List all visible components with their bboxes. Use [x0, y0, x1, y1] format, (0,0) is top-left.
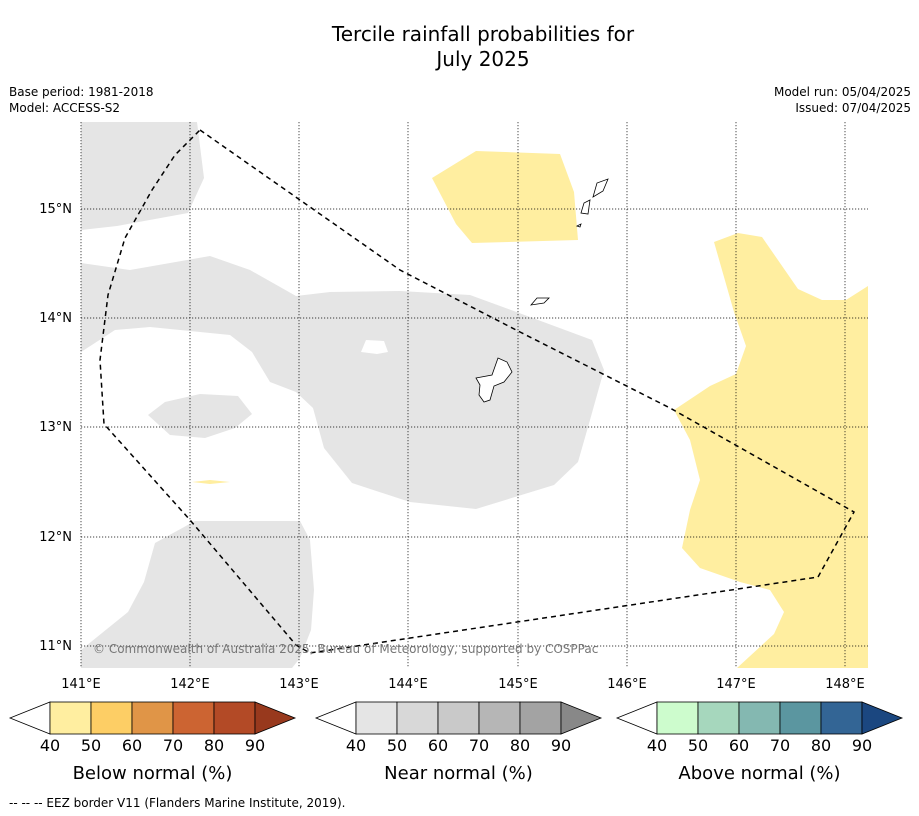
legend-1-left-arrow: [8, 701, 51, 735]
island-rota: [529, 297, 550, 306]
legend-2: 40 50 60 70 80 90 Near normal (%): [314, 701, 603, 784]
lat-tick-labels: 15°N 14°N 13°N 12°N 11°N: [39, 202, 72, 654]
legend-3-tick-90: 90: [852, 736, 872, 755]
near-normal-hole: [361, 340, 388, 354]
legend-1-tick-70: 70: [163, 736, 183, 755]
legend-3-segment-3: [738, 701, 781, 735]
legend-1-tick-40: 40: [40, 736, 60, 755]
probability-shading: [81, 122, 868, 668]
legend-2-right-arrow: [560, 701, 603, 735]
legend-3-right-arrow: [861, 701, 904, 735]
legend-3-tick-40: 40: [647, 736, 667, 755]
legend-2-segment-4: [478, 701, 521, 735]
legend-3: 40 50 60 70 80 90 Above normal (%): [615, 701, 904, 784]
lon-tick-142: 142°E: [170, 677, 210, 692]
legend-2-left-arrow: [314, 701, 357, 735]
eez-border: [99, 129, 856, 654]
chart-title: Tercile rainfall probabilities for July …: [0, 22, 919, 72]
near-normal-region-southwest-b: [148, 394, 252, 438]
model-text: Model: ACCESS-S2: [9, 101, 121, 115]
legend-3-left-arrow: [615, 701, 658, 735]
legend-3-tick-60: 60: [729, 736, 749, 755]
meta-left: Base period: 1981-2018 Model: ACCESS-S2: [9, 84, 154, 116]
issued-text: Issued: 07/04/2025: [795, 101, 911, 115]
legend-3-tick-80: 80: [811, 736, 831, 755]
lon-tick-145: 145°E: [498, 677, 538, 692]
legend-2-segment-5: [519, 701, 562, 735]
copyright-text: © Commonwealth of Australia 2025, Bureau…: [93, 642, 598, 656]
legend-2-tick-90: 90: [551, 736, 571, 755]
legend-1-right-arrow: [254, 701, 297, 735]
lat-tick-11: 11°N: [39, 639, 72, 654]
legend-3-segment-5: [820, 701, 863, 735]
legend-3-label: Above normal (%): [678, 763, 840, 784]
island-tinian: [580, 199, 591, 215]
below-normal-region-east: [674, 233, 868, 668]
legend-1-segment-3: [131, 701, 174, 735]
legend-1-tick-50: 50: [81, 736, 101, 755]
island-guam: [475, 357, 513, 403]
legend-1-segment-4: [172, 701, 215, 735]
gridlines: [80, 122, 868, 668]
meta-right: Model run: 05/04/2025 Issued: 07/04/2025: [774, 84, 911, 116]
legend-1: 40 50 60 70 80 90 Below normal (%): [8, 701, 297, 784]
legend-2-label: Near normal (%): [384, 763, 533, 784]
legend-2-tick-40: 40: [346, 736, 366, 755]
lon-tick-148: 148°E: [825, 677, 865, 692]
below-normal-region-north: [432, 151, 578, 243]
legend-3-segment-1: [656, 701, 699, 735]
legend-1-segment-2: [90, 701, 133, 735]
eez-footnote: -- -- -- EEZ border V11 (Flanders Marine…: [9, 796, 346, 810]
near-normal-region-central: [81, 256, 604, 509]
legend-3-tick-70: 70: [770, 736, 790, 755]
legend-3-segment-2: [697, 701, 740, 735]
legend-1-tick-60: 60: [122, 736, 142, 755]
legend-1-tick-90: 90: [245, 736, 265, 755]
lon-tick-141: 141°E: [61, 677, 101, 692]
legend-3-tick-50: 50: [688, 736, 708, 755]
base-period-text: Base period: 1981-2018: [9, 85, 154, 99]
lat-tick-15: 15°N: [39, 202, 72, 217]
colorbar-legends: 40 50 60 70 80 90 Below normal (%) 40 50 60 70 80 90…: [8, 701, 904, 784]
legend-2-tick-60: 60: [428, 736, 448, 755]
lon-tick-143: 143°E: [279, 677, 319, 692]
legend-2-segment-2: [396, 701, 439, 735]
legend-2-tick-70: 70: [469, 736, 489, 755]
legend-2-segment-3: [437, 701, 480, 735]
lat-tick-13: 13°N: [39, 420, 72, 435]
below-normal-regions: [192, 151, 868, 668]
legend-1-tick-80: 80: [204, 736, 224, 755]
legend-3-segment-4: [779, 701, 822, 735]
title-line-2: July 2025: [436, 47, 530, 71]
lon-tick-144: 144°E: [388, 677, 428, 692]
legend-1-label: Below normal (%): [73, 763, 233, 784]
island-aguijan: [575, 223, 582, 228]
lon-tick-147: 147°E: [716, 677, 756, 692]
island-outlines: [475, 178, 609, 403]
legend-1-segment-5: [213, 701, 256, 735]
legend-2-tick-50: 50: [387, 736, 407, 755]
lat-tick-12: 12°N: [39, 530, 72, 545]
lat-tick-14: 14°N: [39, 311, 72, 326]
legend-2-segment-1: [355, 701, 398, 735]
legend-2-tick-80: 80: [510, 736, 530, 755]
legend-1-segment-1: [49, 701, 92, 735]
near-normal-region-southwest-a: [81, 521, 314, 668]
title-line-1: Tercile rainfall probabilities for: [331, 22, 635, 46]
model-run-text: Model run: 05/04/2025: [773, 85, 911, 99]
lon-tick-146: 146°E: [607, 677, 647, 692]
near-normal-regions: [81, 122, 604, 668]
island-saipan: [592, 178, 609, 198]
near-normal-region-northwest: [81, 122, 204, 230]
lon-tick-labels: 141°E 142°E 143°E 144°E 145°E 146°E 147°…: [61, 677, 865, 692]
below-normal-region-small: [192, 480, 230, 484]
